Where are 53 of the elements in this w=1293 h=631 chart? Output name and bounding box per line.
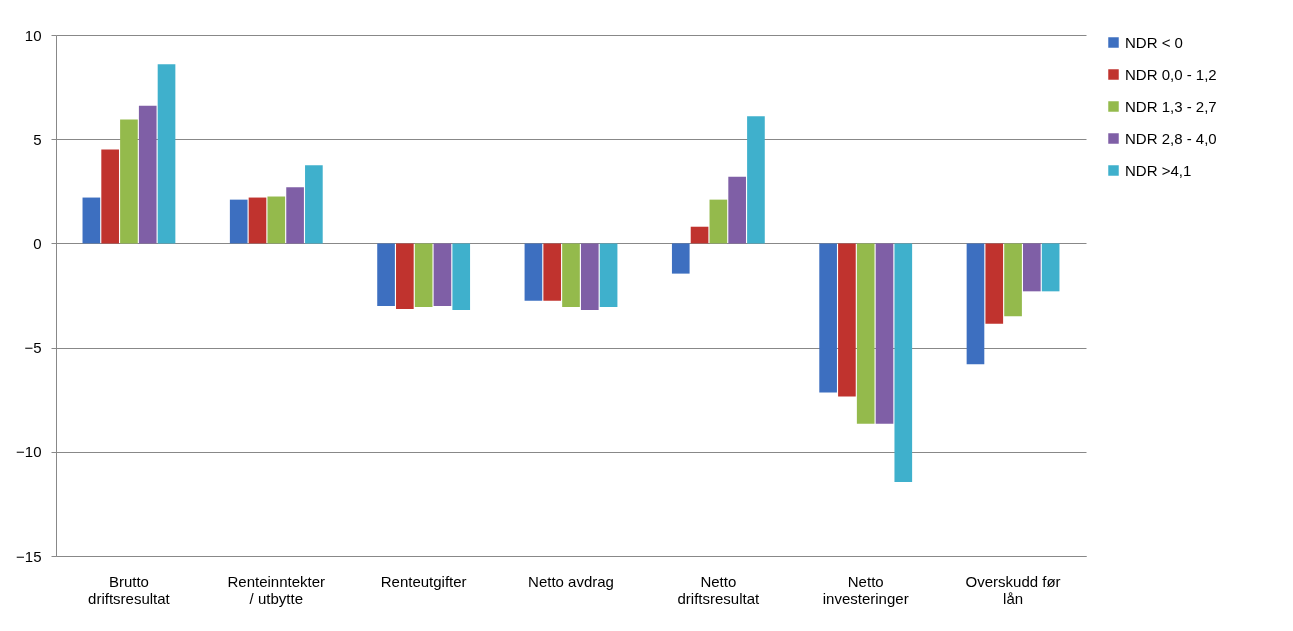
bar: [377, 243, 395, 306]
bar: [690, 226, 709, 244]
bar: [248, 197, 267, 244]
bar: [728, 176, 746, 244]
bar: [1004, 243, 1022, 317]
bar: [305, 165, 323, 244]
legend-label: NDR 0,0 - 1,2: [1125, 65, 1217, 83]
bar: [875, 243, 894, 424]
bar: [452, 243, 471, 311]
y-tick-label: −5: [24, 339, 42, 357]
bar: [580, 243, 599, 311]
bar: [671, 243, 690, 274]
bar: [819, 243, 837, 393]
x-tick-label: Overskudd før lån: [965, 572, 1061, 607]
y-tick-label: 0: [33, 234, 42, 252]
bar: [543, 243, 562, 301]
bar: [747, 116, 765, 244]
legend-label: NDR < 0: [1125, 33, 1183, 51]
bar: [1041, 243, 1060, 292]
bar: [709, 199, 728, 244]
bar: [966, 243, 985, 365]
bar: [838, 243, 856, 397]
bar: [120, 119, 138, 244]
bar: [286, 187, 304, 244]
x-tick-label: Netto investeringer: [822, 572, 909, 607]
bar: [138, 105, 157, 244]
bar: [562, 243, 580, 307]
legend-label: NDR 2,8 - 4,0: [1125, 129, 1217, 147]
x-tick-label: Netto avdrag: [528, 572, 614, 590]
bar: [267, 196, 286, 244]
y-tick-label: −10: [16, 443, 42, 461]
bar: [985, 243, 1004, 324]
bar: [599, 243, 618, 307]
bar: [1023, 243, 1041, 292]
y-tick-label: 10: [24, 26, 42, 44]
bar: [856, 243, 875, 424]
bar: [433, 243, 452, 306]
y-tick-label: 5: [33, 130, 42, 148]
bar: [82, 197, 101, 244]
bar: [157, 64, 176, 244]
y-tick-label: −15: [16, 547, 42, 565]
bar: [229, 199, 248, 244]
bar: [894, 243, 913, 483]
x-tick-label: Brutto driftsresultat: [88, 572, 171, 607]
bar: [414, 243, 433, 307]
x-tick-label: Renteutgifter: [380, 572, 467, 590]
bar: [101, 149, 119, 244]
x-tick-label: Renteinntekter / utbytte: [227, 572, 326, 607]
bar: [396, 243, 414, 310]
legend-label: NDR 1,3 - 2,7: [1125, 97, 1217, 115]
x-tick-label: Netto driftsresultat: [677, 572, 761, 607]
legend-label: NDR >4,1: [1125, 161, 1192, 179]
bar: [524, 243, 543, 301]
